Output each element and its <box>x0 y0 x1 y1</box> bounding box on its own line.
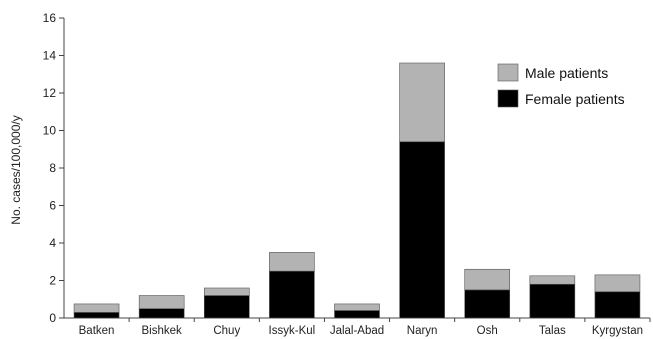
y-tick-label: 16 <box>43 11 57 25</box>
bar-segment <box>73 303 120 313</box>
bar-segment <box>203 295 250 319</box>
bar-segment <box>594 291 641 319</box>
bars <box>73 62 641 319</box>
bar-segment <box>399 141 445 319</box>
category-labels: Batken Bishkek Chuy Issyk-Kul Jalal-Abad Nary… <box>79 325 643 337</box>
bar-segment <box>594 274 641 293</box>
x-tick-label: Bishkek <box>142 325 183 337</box>
x-tick-label: Chuy <box>213 325 240 337</box>
x-tick-label: Issyk-Kul <box>269 325 316 337</box>
bar-segment <box>529 275 576 285</box>
y-tick-label: 0 <box>49 311 56 325</box>
y-tick-label: 14 <box>43 49 57 63</box>
bar-segment <box>138 295 185 309</box>
x-axis <box>64 317 651 322</box>
bar-segment <box>464 268 511 291</box>
x-tick-label: Kyrgystan <box>592 325 643 337</box>
bar-segment <box>73 312 120 319</box>
y-axis: 0 2 4 6 8 10 12 14 16 <box>43 11 65 325</box>
legend: Male patients Female patients <box>497 63 625 108</box>
x-tick-label: Osh <box>477 325 498 337</box>
y-tick-label: 4 <box>49 236 56 250</box>
bar-segment <box>529 283 576 319</box>
y-tick-label: 12 <box>43 86 57 100</box>
legend-swatch <box>497 89 519 108</box>
x-tick-label: Talas <box>539 325 566 337</box>
x-tick-label: Batken <box>79 325 115 337</box>
bar-segment <box>464 289 511 319</box>
legend-swatch <box>497 63 519 82</box>
x-tick-label: Jalal-Abad <box>330 325 384 337</box>
legend-label: Male patients <box>525 65 608 81</box>
y-tick-label: 10 <box>43 124 57 138</box>
y-tick-label: 2 <box>49 274 56 288</box>
legend-label: Female patients <box>525 91 625 107</box>
y-tick-label: 8 <box>49 161 56 175</box>
bar-segment <box>399 62 445 143</box>
bar-segment <box>334 303 380 311</box>
y-tick-label: 6 <box>49 199 56 213</box>
y-axis-title: No. cases/100,000/y <box>9 115 23 224</box>
bar-segment <box>138 308 185 319</box>
bar-segment <box>203 287 250 296</box>
x-tick-label: Naryn <box>407 325 438 337</box>
bar-segment <box>334 310 380 319</box>
bar-segment <box>269 270 315 319</box>
bar-segment <box>269 252 315 272</box>
